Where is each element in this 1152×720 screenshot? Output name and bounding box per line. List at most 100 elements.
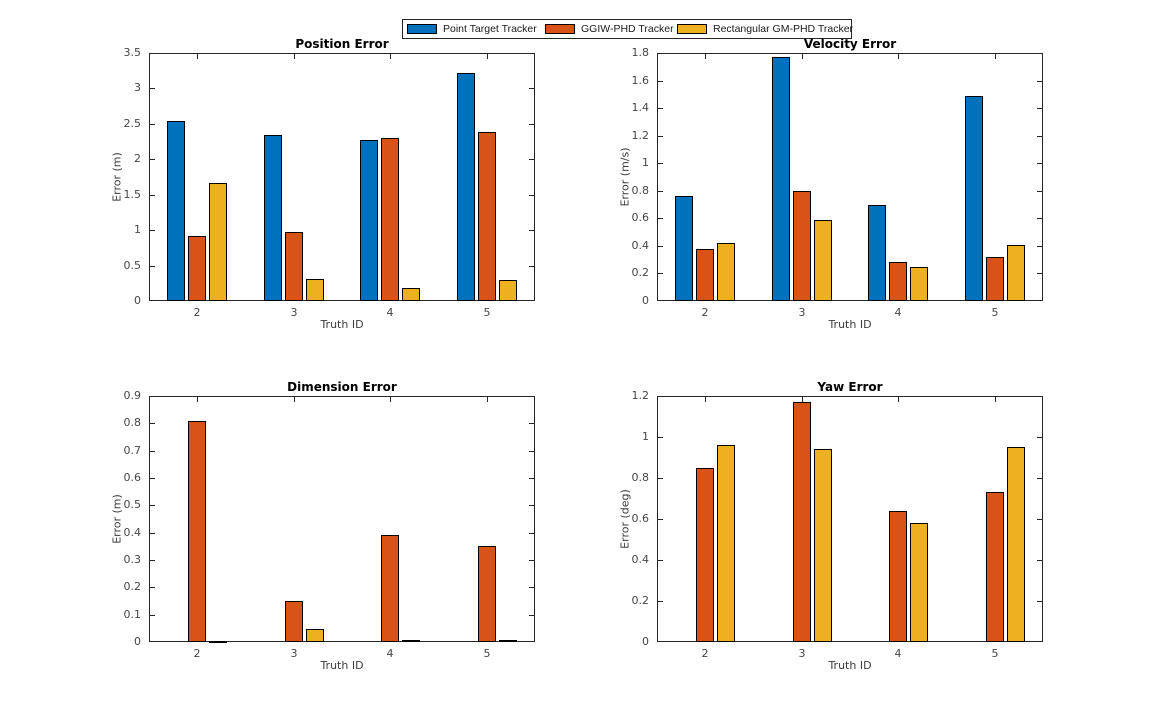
y-tick-left <box>150 560 155 561</box>
legend-swatch-point-target-tracker <box>407 24 437 34</box>
y-tick-left <box>150 615 155 616</box>
y-tick-right <box>529 195 534 196</box>
y-tick-label: 0.2 <box>123 580 142 593</box>
bar-yaw-error-5-ggiw-phd-tracker <box>986 492 1004 642</box>
x-tick-label: 3 <box>798 306 806 319</box>
axes-box-position-error <box>149 53 535 301</box>
y-tick-right <box>529 560 534 561</box>
y-tick-label: 1.5 <box>123 188 142 201</box>
y-tick-label: 0.6 <box>123 471 142 484</box>
legend-label-ggiw-phd-tracker: GGIW-PHD Tracker <box>581 23 674 35</box>
y-tick-label: 0.4 <box>123 526 142 539</box>
bar-yaw-error-3-rectangular-gm-phd-tracker <box>814 449 832 642</box>
bar-yaw-error-3-ggiw-phd-tracker <box>793 402 811 642</box>
legend-label-rectangular-gm-phd-tracker: Rectangular GM-PHD Tracker <box>713 23 854 35</box>
y-tick-label: 3.5 <box>123 46 142 59</box>
y-tick-label: 2.5 <box>123 117 142 130</box>
y-tick-left <box>150 533 155 534</box>
y-tick-left <box>658 478 663 479</box>
y-tick-right <box>529 533 534 534</box>
y-tick-left <box>658 601 663 602</box>
subplot-title-velocity-error: Velocity Error <box>803 37 897 51</box>
y-tick-left <box>658 163 663 164</box>
x-tick-top <box>898 54 899 59</box>
y-tick-right <box>529 88 534 89</box>
y-tick-label: 3 <box>134 81 141 94</box>
bar-position-error-5-ggiw-phd-tracker <box>478 132 496 301</box>
y-tick-left <box>150 587 155 588</box>
x-tick-label: 4 <box>894 647 902 660</box>
bar-velocity-error-2-rectangular-gm-phd-tracker <box>717 243 735 301</box>
y-tick-label: 0 <box>134 294 141 307</box>
x-tick-label: 2 <box>193 306 201 319</box>
x-tick-label: 4 <box>386 306 394 319</box>
y-tick-label: 1.2 <box>631 389 650 402</box>
bar-dimension-error-3-ggiw-phd-tracker <box>285 601 303 642</box>
x-tick-label: 5 <box>991 647 999 660</box>
x-tick-top <box>197 397 198 402</box>
bar-yaw-error-5-rectangular-gm-phd-tracker <box>1007 447 1025 642</box>
x-tick-top <box>390 397 391 402</box>
y-tick-label: 0.2 <box>631 594 650 607</box>
y-tick-right <box>529 423 534 424</box>
x-tick-label: 5 <box>991 306 999 319</box>
axes-box-velocity-error <box>657 53 1043 301</box>
y-tick-left <box>658 273 663 274</box>
y-tick-left <box>150 423 155 424</box>
y-tick-label: 2 <box>134 152 141 165</box>
y-tick-label: 0.8 <box>631 184 650 197</box>
y-tick-left <box>150 195 155 196</box>
x-tick-top <box>802 54 803 59</box>
y-tick-left <box>658 191 663 192</box>
bar-position-error-3-point-target-tracker <box>264 135 282 301</box>
x-tick-top <box>802 397 803 402</box>
x-tick-label: 4 <box>386 647 394 660</box>
y-tick-left <box>150 505 155 506</box>
x-tick-top <box>294 397 295 402</box>
x-tick-top <box>487 397 488 402</box>
bar-position-error-4-ggiw-phd-tracker <box>381 138 399 301</box>
bar-dimension-error-4-ggiw-phd-tracker <box>381 535 399 642</box>
legend-swatch-ggiw-phd-tracker <box>545 24 575 34</box>
bar-position-error-4-rectangular-gm-phd-tracker <box>402 288 420 301</box>
x-tick-top <box>487 54 488 59</box>
y-tick-right <box>1037 273 1042 274</box>
bar-velocity-error-5-point-target-tracker <box>965 96 983 301</box>
bar-velocity-error-4-point-target-tracker <box>868 205 886 301</box>
x-axis-label-position-error: Truth ID <box>320 318 364 331</box>
y-tick-right <box>1037 601 1042 602</box>
y-tick-left <box>658 136 663 137</box>
y-tick-label: 0.6 <box>631 512 650 525</box>
y-tick-label: 0.8 <box>631 471 650 484</box>
y-tick-left <box>150 159 155 160</box>
bar-velocity-error-4-rectangular-gm-phd-tracker <box>910 267 928 301</box>
x-tick-label: 2 <box>701 647 709 660</box>
bar-velocity-error-2-ggiw-phd-tracker <box>696 249 714 301</box>
bar-position-error-3-ggiw-phd-tracker <box>285 232 303 301</box>
axes-box-dimension-error <box>149 396 535 642</box>
x-tick-top <box>898 397 899 402</box>
bar-yaw-error-2-rectangular-gm-phd-tracker <box>717 445 735 642</box>
y-tick-left <box>150 478 155 479</box>
bar-position-error-4-point-target-tracker <box>360 140 378 301</box>
legend <box>402 19 852 39</box>
y-tick-label: 1 <box>642 156 649 169</box>
bar-yaw-error-2-ggiw-phd-tracker <box>696 468 714 642</box>
y-tick-label: 0.4 <box>631 239 650 252</box>
bar-position-error-5-rectangular-gm-phd-tracker <box>499 280 517 301</box>
y-tick-label: 1 <box>134 223 141 236</box>
y-tick-right <box>529 451 534 452</box>
bar-velocity-error-4-ggiw-phd-tracker <box>889 262 907 301</box>
y-tick-right <box>1037 478 1042 479</box>
bar-dimension-error-5-rectangular-gm-phd-tracker <box>499 640 517 642</box>
y-tick-label: 0 <box>642 294 649 307</box>
legend-swatch-rectangular-gm-phd-tracker <box>677 24 707 34</box>
subplot-title-dimension-error: Dimension Error <box>287 380 397 394</box>
y-tick-left <box>150 230 155 231</box>
y-tick-label: 1.8 <box>631 46 650 59</box>
y-tick-right <box>1037 136 1042 137</box>
x-tick-label: 3 <box>798 647 806 660</box>
subplot-title-yaw-error: Yaw Error <box>817 380 883 394</box>
bar-dimension-error-5-ggiw-phd-tracker <box>478 546 496 642</box>
